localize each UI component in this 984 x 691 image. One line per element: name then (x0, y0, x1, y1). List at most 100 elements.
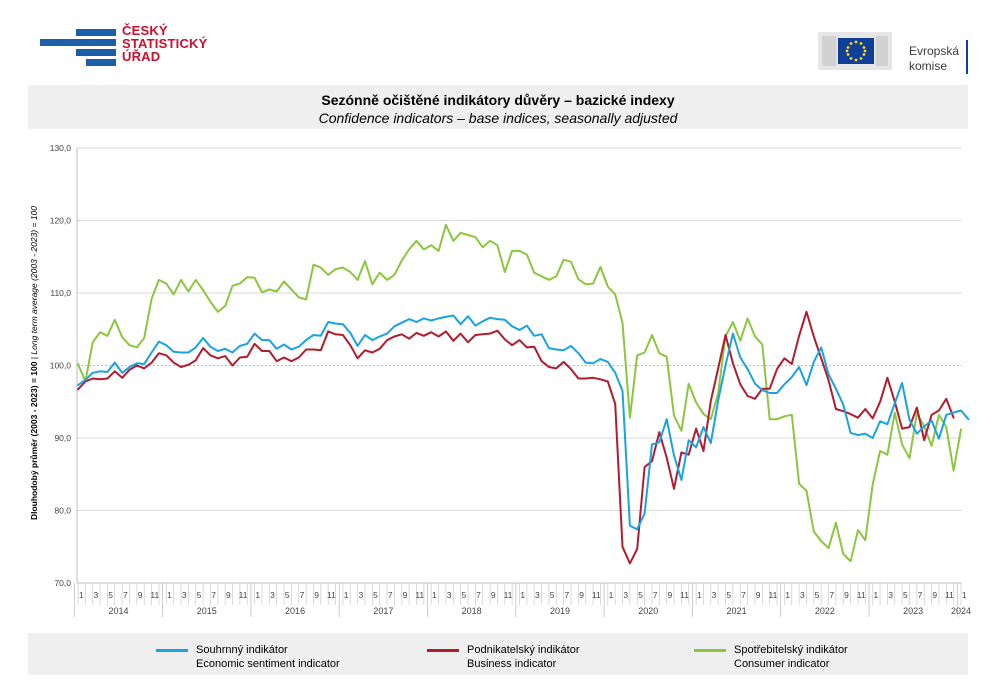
x-tick-label: 5 (550, 590, 555, 600)
x-tick-label: 11 (680, 590, 689, 600)
x-tick-label: 3 (447, 590, 452, 600)
x-tick-label: 7 (918, 590, 923, 600)
czso-logo: ČESKÝ STATISTICKÝ ÚŘAD (40, 24, 220, 74)
series-line-business (77, 310, 955, 565)
x-tick-label: 11 (327, 590, 336, 600)
x-tick-label: 1 (874, 590, 879, 600)
x-tick-label: 1 (344, 590, 349, 600)
y-tick-label: 110,0 (50, 288, 71, 298)
x-tick-label: 7 (741, 590, 746, 600)
x-tick-label: 9 (844, 590, 849, 600)
chart-title-box: Sezónně očištěné indikátory důvěry – baz… (28, 85, 968, 129)
x-tick-label: 5 (461, 590, 466, 600)
x-year-label: 2018 (462, 606, 482, 616)
x-tick-label: 7 (123, 590, 128, 600)
chart-title-en: Confidence indicators – base indices, se… (318, 110, 678, 126)
x-year-label: 2020 (638, 606, 658, 616)
y-tick-label: 90,0 (54, 433, 71, 443)
x-tick-label: 5 (903, 590, 908, 600)
ec-logo-text: Evropská komise (909, 44, 960, 73)
x-tick-label: 9 (579, 590, 584, 600)
legend: Souhrnný indikátor Economic sentiment in… (28, 633, 968, 675)
x-tick-label: 1 (697, 590, 702, 600)
x-tick-label: 3 (800, 590, 805, 600)
chart-title-cz: Sezónně očištěné indikátory důvěry – baz… (321, 92, 675, 108)
x-tick-label: 11 (415, 590, 424, 600)
x-tick-label: 11 (945, 590, 954, 600)
x-tick-label: 1 (255, 590, 260, 600)
x-tick-label: 7 (476, 590, 481, 600)
x-year-label: 2017 (373, 606, 393, 616)
european-commission-logo: Evropská komise (818, 22, 968, 74)
x-tick-label: 7 (564, 590, 569, 600)
x-tick-label: 5 (726, 590, 731, 600)
x-tick-label: 9 (314, 590, 319, 600)
legend-swatch-business (427, 649, 459, 652)
x-tick-label: 11 (592, 590, 601, 600)
x-tick-label: 1 (167, 590, 172, 600)
x-tick-label: 5 (197, 590, 202, 600)
legend-swatch-economic-sentiment (156, 649, 188, 652)
x-tick-label: 9 (756, 590, 761, 600)
x-tick-label: 9 (667, 590, 672, 600)
series-line-consumer (77, 223, 962, 563)
x-tick-label: 3 (182, 590, 187, 600)
x-tick-label: 3 (535, 590, 540, 600)
legend-item-consumer: Spotřebitelský indikátor Consumer indica… (694, 643, 848, 671)
x-year-label: 2014 (108, 606, 128, 616)
x-tick-label: 5 (638, 590, 643, 600)
x-tick-label: 11 (768, 590, 777, 600)
y-tick-label: 100,0 (50, 361, 72, 371)
x-tick-label: 7 (211, 590, 216, 600)
x-year-label: 2023 (903, 606, 923, 616)
y-tick-label: 80,0 (54, 506, 71, 516)
legend-label-cz: Souhrnný indikátor (196, 644, 288, 656)
x-tick-label: 1 (609, 590, 614, 600)
x-tick-label: 11 (857, 590, 866, 600)
x-tick-label: 9 (226, 590, 231, 600)
x-tick-label: 9 (403, 590, 408, 600)
x-tick-label: 1 (962, 590, 967, 600)
legend-label-cz: Spotřebitelský indikátor (734, 644, 848, 656)
x-tick-label: 7 (388, 590, 393, 600)
x-tick-label: 11 (239, 590, 248, 600)
x-tick-label: 5 (108, 590, 113, 600)
x-tick-label: 3 (623, 590, 628, 600)
ec-building-icon (818, 32, 892, 70)
x-tick-label: 5 (373, 590, 378, 600)
legend-label-cz: Podnikatelský indikátor (467, 644, 580, 656)
x-year-label: 2022 (815, 606, 835, 616)
x-tick-label: 3 (888, 590, 893, 600)
legend-label-en: Economic sentiment indicator (196, 658, 340, 670)
x-tick-label: 7 (829, 590, 834, 600)
x-tick-label: 5 (815, 590, 820, 600)
x-tick-label: 3 (712, 590, 717, 600)
czso-logo-text: ČESKÝ STATISTICKÝ ÚŘAD (122, 23, 208, 64)
y-tick-label: 70,0 (54, 578, 71, 588)
x-tick-label: 11 (504, 590, 513, 600)
legend-item-business: Podnikatelský indikátor Business indicat… (427, 643, 580, 671)
y-tick-label: 130,0 (50, 143, 72, 153)
x-tick-label: 11 (150, 590, 159, 600)
legend-label-en: Business indicator (467, 658, 557, 670)
x-tick-label: 3 (94, 590, 99, 600)
x-tick-label: 3 (358, 590, 363, 600)
x-year-label: 2024 (951, 606, 971, 616)
x-year-label: 2015 (197, 606, 217, 616)
x-tick-label: 9 (491, 590, 496, 600)
legend-item-economic-sentiment: Souhrnný indikátor Economic sentiment in… (156, 643, 340, 671)
x-tick-label: 1 (785, 590, 790, 600)
x-tick-label: 1 (520, 590, 525, 600)
ec-logo-divider (966, 40, 968, 74)
x-tick-label: 1 (79, 590, 84, 600)
x-year-label: 2016 (285, 606, 305, 616)
x-tick-label: 9 (138, 590, 143, 600)
x-year-label: 2021 (727, 606, 747, 616)
x-tick-label: 9 (932, 590, 937, 600)
legend-swatch-consumer (694, 649, 726, 652)
x-tick-label: 3 (270, 590, 275, 600)
series-line-economic-sentiment (77, 314, 970, 531)
legend-label-en: Consumer indicator (734, 658, 830, 670)
x-year-label: 2019 (550, 606, 570, 616)
